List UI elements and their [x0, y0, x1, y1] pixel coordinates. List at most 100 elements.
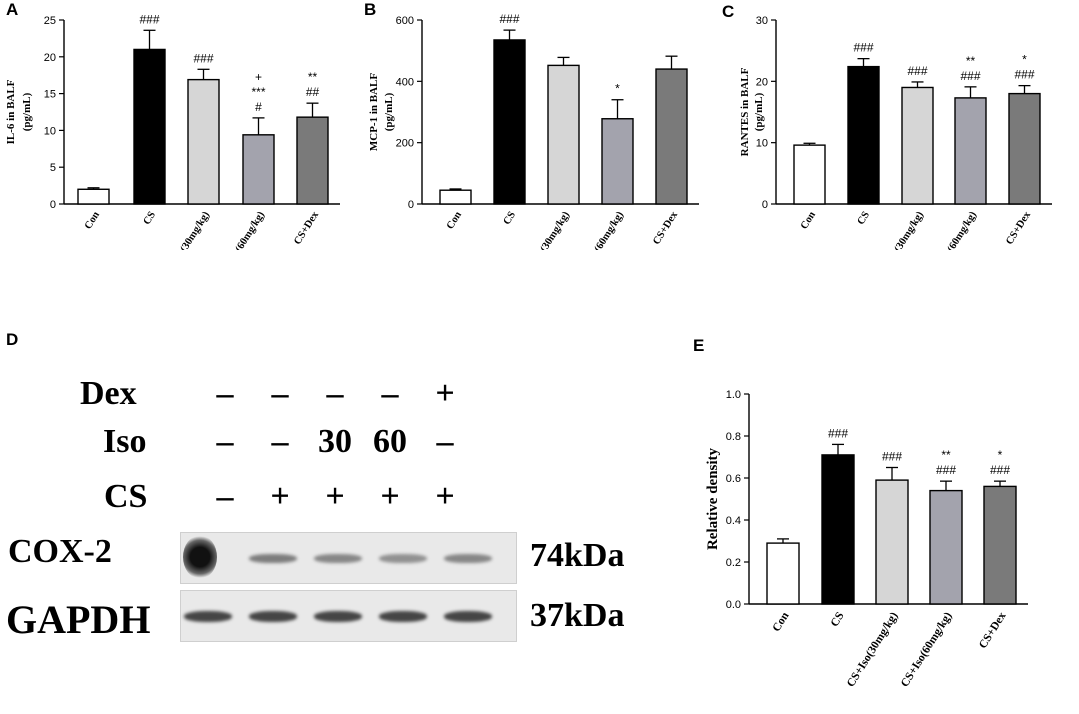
bar: [847, 65, 880, 205]
bar: [601, 118, 634, 205]
blot-band: [379, 553, 427, 563]
bar: [875, 479, 909, 605]
panel-letter-d: D: [6, 330, 19, 349]
significance-mark: ###: [960, 69, 980, 83]
category-label: CS+Iso(60mg/kg): [928, 209, 979, 250]
treatment-cell: +: [325, 478, 345, 515]
y-tick-label: 0.4: [726, 515, 741, 527]
row-label-cs: CS: [104, 478, 148, 515]
y-axis-label-unit: (pg/mL): [21, 92, 33, 131]
treatment-cell: 60: [373, 423, 407, 460]
y-tick-label: 10: [44, 125, 56, 137]
bar: [821, 454, 855, 605]
blot-band: [314, 610, 362, 622]
category-label: CS+Dex: [977, 610, 1009, 651]
panel-letter-b: B: [364, 0, 377, 19]
panel-letter-e: E: [693, 336, 705, 355]
bar: [766, 542, 800, 605]
treatment-cell: –: [216, 375, 234, 412]
treatment-cell: –: [271, 423, 289, 460]
significance-mark: ###: [139, 12, 159, 26]
cox2-strip: [180, 532, 517, 584]
category-label: CS+Iso(60mg/kg): [216, 209, 267, 250]
blot-band: [184, 610, 232, 622]
y-tick-label: 200: [396, 138, 414, 150]
category-label: CS+Dex: [1004, 209, 1033, 247]
blot-band: [444, 553, 492, 563]
significance-mark: *: [615, 82, 620, 96]
panel-letter-a: A: [6, 0, 19, 19]
category-label: CS+Iso(30mg/kg): [521, 209, 572, 250]
significance-mark: **: [966, 54, 976, 68]
size-label-cox2: 74kDa: [530, 537, 625, 574]
significance-mark: ###: [499, 12, 519, 26]
y-tick-label: 30: [756, 15, 768, 27]
treatment-cell: –: [271, 375, 289, 412]
blot-band: [249, 553, 297, 563]
treatment-cell: +: [270, 478, 290, 515]
y-tick-label: 0.0: [726, 599, 741, 611]
bar: [793, 144, 826, 205]
y-tick-label: 0: [50, 199, 56, 211]
significance-mark: ###: [990, 463, 1010, 477]
treatment-cell: –: [216, 423, 234, 460]
bar: [133, 48, 166, 205]
treatment-cell: –: [381, 375, 399, 412]
category-label: CS: [856, 210, 873, 227]
significance-mark: #: [255, 100, 262, 114]
significance-mark: ###: [1014, 68, 1034, 82]
chart-relative-density: 0.0 0.2 0.4 0.6 0.8 1.0 Relative density Con ###…: [705, 389, 1028, 689]
bar: [901, 86, 934, 205]
y-tick-label: 10: [756, 138, 768, 150]
blot-band: [249, 610, 297, 622]
y-tick-label: 0.6: [726, 473, 741, 485]
significance-mark: ###: [907, 64, 927, 78]
bar: [296, 116, 329, 205]
size-label-gapdh: 37kDa: [530, 597, 625, 634]
bar: [983, 485, 1017, 605]
significance-mark: *: [1022, 53, 1027, 67]
y-tick-label: 20: [756, 76, 768, 88]
category-label: CS: [829, 610, 847, 629]
chart-rantes: 0 10 20 30 RANTES in BALF (pg/mL) Con ### CS ### C…: [739, 15, 1052, 250]
blot-band: [444, 610, 492, 622]
bar: [439, 189, 472, 205]
significance-mark: ###: [828, 426, 848, 440]
category-label: CS: [142, 210, 159, 227]
bar: [242, 134, 275, 205]
bar: [655, 68, 688, 205]
category-label: CS+Iso(30mg/kg): [845, 610, 901, 689]
significance-mark: +: [255, 70, 262, 84]
protein-label-gapdh: GAPDH: [6, 597, 151, 642]
y-tick-label: 600: [396, 15, 414, 27]
y-axis-label-unit: (pg/mL): [753, 92, 765, 131]
blot-band: [314, 553, 362, 563]
y-tick-label: 5: [50, 162, 56, 174]
row-label-dex: Dex: [80, 375, 137, 412]
y-tick-label: 15: [44, 89, 56, 101]
y-tick-label: 0: [762, 199, 768, 211]
category-label: Con: [83, 210, 102, 232]
bar: [493, 39, 526, 205]
treatment-cell: –: [436, 423, 454, 460]
significance-mark: *: [998, 448, 1003, 462]
significance-mark: ***: [251, 85, 265, 99]
treatment-cell: +: [435, 478, 455, 515]
treatment-cell: 30: [318, 423, 352, 460]
y-axis-label: Relative density: [705, 447, 721, 550]
y-tick-label: 400: [396, 76, 414, 88]
row-label-iso: Iso: [103, 423, 147, 460]
gapdh-strip: [180, 590, 517, 642]
y-axis-label: IL-6 in BALF: [5, 79, 17, 144]
significance-mark: ###: [882, 450, 902, 464]
category-label: Con: [799, 210, 818, 232]
category-label: CS+Dex: [651, 209, 680, 247]
bar: [1008, 92, 1041, 205]
category-label: CS+Iso(60mg/kg): [899, 610, 955, 689]
treatment-cell: –: [216, 478, 234, 515]
y-tick-label: 25: [44, 15, 56, 27]
bar: [187, 78, 220, 205]
significance-mark: ###: [853, 41, 873, 55]
